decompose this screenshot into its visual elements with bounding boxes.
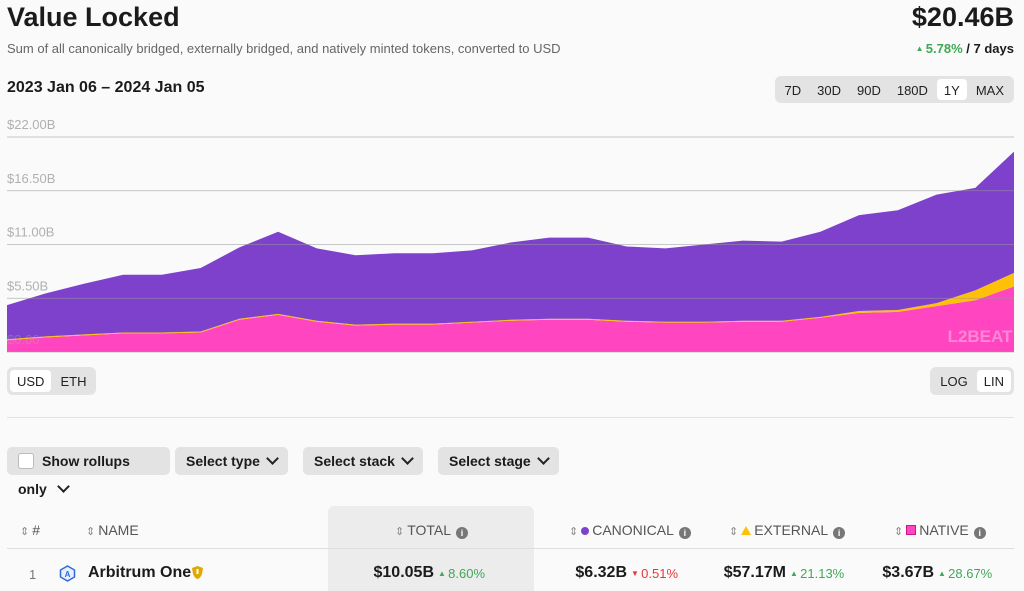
total: $10.05B: [373, 564, 435, 581]
subtitle: Sum of all canonically bridged, external…: [7, 41, 561, 56]
svg-text:A: A: [65, 570, 71, 579]
checkbox[interactable]: [18, 453, 34, 469]
y-tick-label: $11.00B: [7, 225, 54, 240]
chart: L2BEAT $0.00 $5.50B $11.00B $16.50B $22.00B: [7, 117, 1014, 353]
info-icon[interactable]: i: [973, 527, 986, 539]
area: [7, 286, 1014, 352]
toggle-button[interactable]: MAX: [975, 83, 1004, 98]
rank: 1: [29, 567, 37, 582]
toggle-button[interactable]: LOG: [940, 374, 968, 389]
total-value: $20.46B: [911, 2, 1014, 32]
date-range: 2023 Jan 06 – 2024 Jan 05: [7, 79, 205, 96]
y-tick-label: $16.50B: [7, 171, 55, 186]
col-label: CANONICAL: [592, 522, 674, 538]
select[interactable]: Select stage: [438, 447, 559, 475]
col-header[interactable]: NAME: [86, 522, 139, 538]
toggle-button[interactable]: ETH: [60, 374, 87, 389]
col-header[interactable]: #: [20, 522, 40, 538]
col-label: NAME: [98, 522, 139, 538]
y-tick-label: $0.00: [7, 332, 40, 347]
change-box: 5.78% / 7 days: [916, 41, 1014, 56]
col-label: EXTERNAL: [754, 522, 829, 538]
select[interactable]: Select stack: [303, 447, 423, 475]
change: 5.78%: [916, 41, 963, 56]
period: / 7 days: [966, 41, 1014, 56]
project-name[interactable]: Arbitrum One: [88, 564, 192, 581]
project-icon: A: [59, 565, 76, 582]
info-icon[interactable]: i: [833, 527, 846, 539]
col-header[interactable]: NATIVE i: [894, 522, 986, 539]
divider: [7, 417, 1014, 418]
canonical-change: 0.51%: [631, 566, 678, 581]
checkbox-label: Show rollups only: [18, 453, 130, 497]
col-label: NATIVE: [919, 522, 969, 538]
col-header[interactable]: EXTERNAL i: [729, 522, 846, 539]
toggle-button[interactable]: LIN: [976, 370, 1011, 392]
col-header[interactable]: CANONICAL i: [569, 522, 691, 539]
info-icon[interactable]: i: [678, 527, 691, 539]
col-label: TOTAL: [407, 522, 452, 538]
toggle-button[interactable]: USD: [10, 370, 52, 392]
y-tick-label: $5.50B: [7, 278, 48, 293]
select[interactable]: Select type: [175, 447, 288, 475]
toggle-button[interactable]: 180D: [896, 83, 928, 98]
toggle-button[interactable]: 1Y: [936, 79, 967, 100]
area: [7, 151, 1014, 340]
native: $3.67B: [882, 564, 934, 581]
info-icon[interactable]: i: [456, 527, 469, 539]
native-marker: [906, 525, 917, 535]
canonical-marker: [581, 527, 590, 535]
toggle-button[interactable]: 7D: [784, 83, 802, 98]
y-tick-label: $22.00B: [7, 117, 55, 132]
area: [7, 272, 1014, 341]
watermark: L2BEAT: [948, 327, 1013, 346]
total-change: 8.60%: [438, 566, 485, 581]
toggle-button[interactable]: 90D: [856, 83, 881, 98]
title: Value Locked: [7, 2, 180, 32]
external-marker: [741, 526, 752, 535]
col-label: #: [32, 522, 41, 538]
external-change: 21.13%: [790, 566, 844, 581]
native-change: 28.67%: [938, 566, 992, 581]
external: $57.17M: [723, 564, 786, 581]
col-header[interactable]: TOTAL i: [395, 522, 469, 539]
scale-buttons: LOG LIN: [930, 367, 1014, 395]
toggle-button[interactable]: 30D: [817, 83, 841, 98]
rollups-checkbox[interactable]: Show rollups only: [7, 447, 170, 497]
table-divider: [7, 548, 1014, 549]
range-buttons: 7D 30D 90D 180D 1Y MAX: [774, 76, 1014, 103]
canonical: $6.32B: [575, 564, 627, 581]
currency-buttons: USD ETH: [7, 367, 97, 395]
shield-icon: [192, 566, 203, 579]
